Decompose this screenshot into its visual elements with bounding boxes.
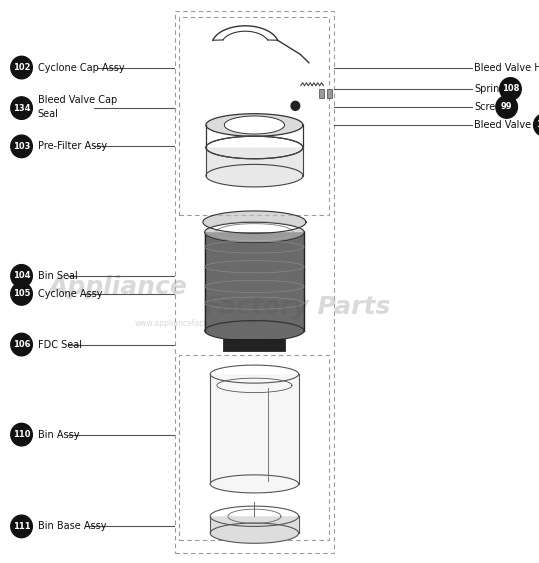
Circle shape [496,96,517,118]
Circle shape [291,101,300,110]
Text: www.appliancefactoryparts.com: www.appliancefactoryparts.com [135,319,258,328]
Circle shape [11,135,32,158]
Text: Cyclone Assy: Cyclone Assy [38,289,102,299]
Text: 108: 108 [502,84,519,93]
Polygon shape [210,374,299,493]
Text: Factory Parts: Factory Parts [205,295,390,319]
Text: 102: 102 [13,63,30,72]
FancyBboxPatch shape [327,89,332,98]
Text: 110: 110 [13,430,30,439]
Text: 104: 104 [13,271,30,280]
Text: Bleed Valve Housing: Bleed Valve Housing [474,62,539,73]
Polygon shape [210,516,299,543]
Text: Pre-Filter Assy: Pre-Filter Assy [38,141,107,151]
Circle shape [11,97,32,119]
Text: Bleed Valve Cap: Bleed Valve Cap [38,95,117,105]
Text: FDC Seal: FDC Seal [38,339,82,350]
Polygon shape [206,148,303,187]
Circle shape [11,423,32,446]
Text: Bin Seal: Bin Seal [38,271,78,281]
Text: 103: 103 [13,142,30,151]
Text: 111: 111 [13,522,30,531]
Circle shape [11,265,32,287]
Polygon shape [203,211,306,242]
Text: Seal: Seal [38,109,59,119]
FancyBboxPatch shape [223,339,286,351]
Circle shape [500,78,521,100]
Text: Cyclone Cap Assy: Cyclone Cap Assy [38,62,125,73]
Text: Spring: Spring [474,84,506,94]
Text: 99: 99 [501,102,513,111]
Text: 134: 134 [13,104,30,113]
Text: Bin Base Assy: Bin Base Assy [38,521,106,531]
Text: Appliance: Appliance [49,275,188,299]
Text: Bleed Valve Cap: Bleed Valve Cap [474,120,539,130]
Polygon shape [206,114,303,136]
Text: 109: 109 [536,120,539,129]
Text: Screw: Screw [474,102,503,112]
Text: 106: 106 [13,340,30,349]
FancyBboxPatch shape [319,89,324,98]
Circle shape [11,56,32,79]
Polygon shape [205,232,304,341]
Text: 105: 105 [13,289,30,298]
Circle shape [11,515,32,538]
Text: Bin Assy: Bin Assy [38,430,79,440]
Circle shape [11,333,32,356]
Circle shape [534,114,539,136]
Circle shape [11,283,32,305]
